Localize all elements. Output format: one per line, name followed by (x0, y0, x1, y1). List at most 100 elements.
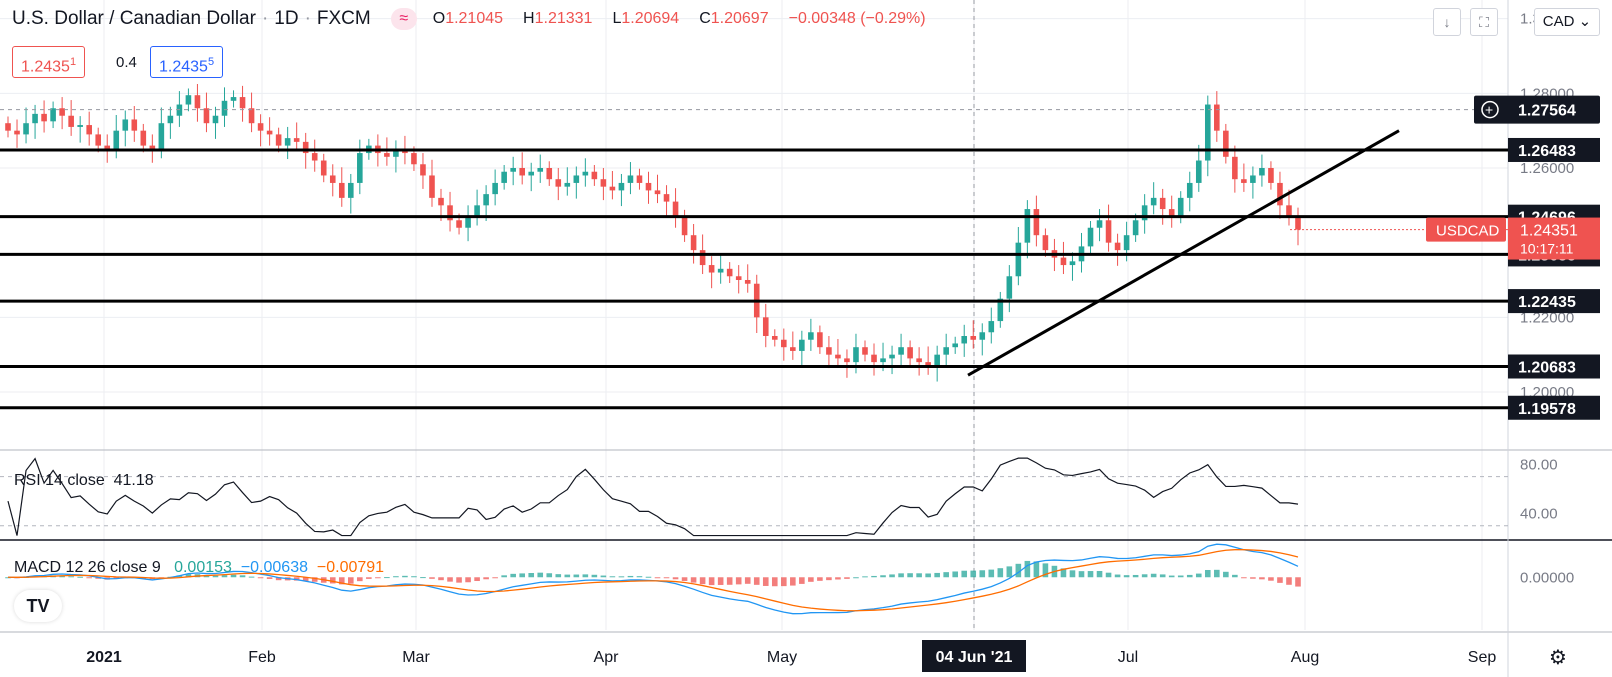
macd-histogram-bar (880, 575, 886, 578)
macd-histogram-bar (1123, 575, 1130, 578)
rsi-tick-label: 80.00 (1520, 456, 1558, 473)
last-price-tag (1508, 217, 1600, 260)
candle-body (1096, 220, 1103, 228)
level-tag-label: 1.22435 (1518, 294, 1576, 311)
candle-body (618, 182, 625, 191)
candle-body (952, 343, 958, 348)
macd-histogram-bar (546, 573, 553, 578)
macd-histogram-bar (293, 577, 300, 581)
macd-histogram-bar (185, 574, 192, 578)
candle-body (871, 354, 877, 363)
macd-histogram-bar (411, 576, 417, 578)
candle-body (663, 194, 670, 202)
candle-body (149, 145, 156, 150)
sell-price-box[interactable]: 1.24351 (12, 46, 86, 78)
level-tag-label: 1.26483 (1518, 143, 1576, 160)
macd-histogram-bar (555, 574, 562, 578)
candle-body (781, 339, 787, 348)
macd-histogram-bar (1006, 566, 1013, 578)
candle-body (32, 113, 38, 124)
macd-histogram-bar (934, 572, 940, 578)
macd-histogram-bar (528, 573, 535, 578)
candle-body (284, 138, 291, 146)
macd-histogram-bar (925, 573, 931, 578)
candle-body (1060, 257, 1067, 266)
candle-body (357, 153, 363, 183)
ohlc-values: O1.21045 H1.21331 L1.20694 C1.20697 −0.0… (432, 10, 926, 27)
candle-body (510, 168, 516, 172)
macd-histogram-bar (1232, 574, 1238, 578)
candle-body (1042, 235, 1049, 251)
candle-body (411, 153, 417, 165)
gear-icon[interactable]: ⚙ (1549, 645, 1567, 669)
symbol-tag (1426, 217, 1506, 242)
rsi-value: 41.18 (113, 472, 154, 489)
open-value: 1.21045 (445, 10, 504, 27)
macd-histogram-bar (907, 573, 913, 578)
macd-line (7, 543, 1299, 615)
candle-body (1204, 104, 1211, 161)
macd-histogram-bar (348, 577, 354, 584)
time-tick-label: Aug (1291, 649, 1319, 666)
candle-body (708, 265, 715, 273)
macd-histogram-bar (690, 577, 697, 583)
candle-body (826, 347, 832, 355)
candle-body (1186, 182, 1193, 198)
currency-select[interactable]: CAD ⌄ (1534, 8, 1600, 36)
buy-price-box[interactable]: 1.24355 (150, 46, 224, 78)
macd-histogram-bar (1105, 572, 1112, 578)
candle-body (1150, 197, 1157, 206)
macd-histogram-bar (654, 577, 661, 579)
macd-histogram-bar (420, 577, 426, 579)
macd-histogram-bar (266, 577, 273, 579)
candle-body (203, 108, 210, 124)
macd-histogram-bar (636, 576, 643, 578)
macd-histogram-bar (1069, 570, 1076, 578)
trend-line (967, 129, 1400, 377)
candle-body (817, 332, 823, 348)
macd-histogram-bar (826, 577, 832, 581)
rsi-tick-label: 40.00 (1520, 505, 1558, 522)
macd-histogram-bar (1295, 577, 1301, 587)
macd-histogram-bar (230, 574, 237, 578)
time-tick-label: 2021 (86, 649, 122, 666)
arrow-down-icon[interactable]: ↓ (1433, 8, 1461, 36)
candle-body (790, 347, 796, 351)
candle-body (1123, 235, 1130, 251)
candle-body (546, 168, 553, 180)
candle-body (86, 125, 92, 135)
macd-histogram-bar (375, 577, 381, 579)
candle-body (853, 347, 859, 363)
candle-body (1006, 276, 1013, 299)
macd-histogram-bar (1132, 574, 1139, 578)
macd-histogram-bar (808, 577, 814, 582)
candle-body (1087, 227, 1094, 247)
macd-histogram-bar (681, 577, 688, 581)
candle-body (862, 347, 868, 355)
tradingview-logo: TV (14, 590, 62, 622)
macd-histogram-bar (483, 577, 489, 580)
candle-body (221, 100, 228, 116)
wave-icon[interactable]: ≈ (390, 8, 417, 30)
level-tag (1508, 354, 1600, 379)
candle-body (735, 276, 742, 280)
price-tick-label: 1.26000 (1520, 160, 1574, 177)
candle-body (835, 354, 841, 359)
macd-histogram-bar (537, 572, 544, 578)
candle-body (492, 182, 498, 195)
candle-body (329, 175, 336, 183)
macd-histogram-bar (1024, 560, 1031, 578)
fullscreen-icon[interactable]: ⛶ (1470, 8, 1498, 36)
candle-body (1141, 205, 1148, 221)
macd-histogram-bar (311, 577, 318, 582)
interval-label[interactable]: 1D (274, 8, 299, 29)
macd-tick-label: 0.00000 (1520, 569, 1574, 586)
macd-histogram-bar (600, 575, 607, 578)
macd-histogram-bar (68, 576, 74, 578)
macd-histogram-bar (744, 577, 751, 584)
time-tick-label: Feb (248, 649, 276, 666)
symbol-title[interactable]: U.S. Dollar / Canadian Dollar (12, 8, 256, 29)
time-tick-label: Apr (594, 649, 620, 666)
chart-header: U.S. Dollar / Canadian Dollar · 1D · FXC… (12, 8, 932, 30)
